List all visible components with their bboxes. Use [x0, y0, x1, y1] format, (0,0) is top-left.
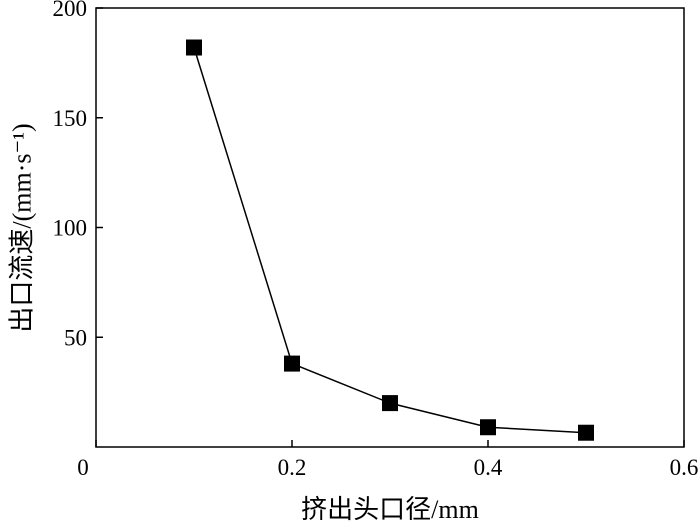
data-point	[480, 419, 496, 436]
y-tick-label: 150	[53, 106, 88, 131]
data-point	[186, 39, 202, 56]
data-point	[578, 424, 594, 441]
x-axis-title: 挤出头口径/mm	[301, 495, 479, 524]
axis-tick-labels: 0 0.2 0.4 0.6 50 100 150 200	[53, 0, 699, 480]
data-series	[186, 39, 594, 441]
y-tick-label: 200	[53, 0, 88, 21]
y-tick-label: 50	[64, 325, 87, 350]
x-tick-label: 0	[77, 455, 89, 480]
data-point	[382, 395, 398, 412]
x-tick-label: 0.2	[278, 455, 307, 480]
axis-ticks	[95, 7, 685, 447]
y-tick-label: 100	[53, 216, 88, 241]
plot-frame	[95, 7, 685, 448]
y-axis-title: 出口流速/(mm·s⁻¹)	[8, 123, 37, 332]
x-tick-label: 0.4	[474, 455, 503, 480]
series-line	[193, 47, 587, 434]
x-tick-label: 0.6	[670, 455, 699, 480]
data-point	[284, 355, 300, 372]
